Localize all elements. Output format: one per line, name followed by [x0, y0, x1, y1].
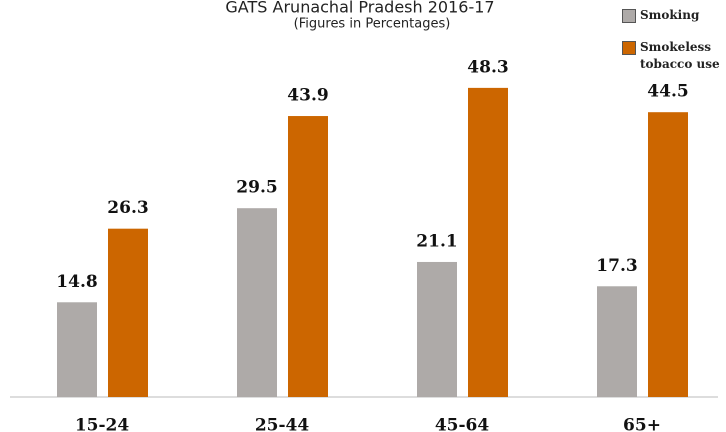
data-label: 21.1 [416, 231, 457, 251]
data-label: 17.3 [596, 256, 637, 276]
data-label: 26.3 [107, 198, 148, 218]
x-tick-label: 45-64 [435, 416, 490, 432]
legend-swatch [622, 9, 636, 23]
x-tick-label: 25-44 [255, 416, 310, 432]
bar [417, 261, 457, 397]
chart-title: GATS Arunachal Pradesh 2016-17 [225, 0, 494, 17]
data-label: 43.9 [287, 86, 328, 106]
bar [468, 87, 508, 397]
legend-swatch [622, 41, 636, 55]
bar [648, 112, 688, 397]
bar [288, 116, 328, 397]
bar [57, 302, 97, 397]
data-label: 48.3 [467, 57, 508, 77]
bar [237, 208, 277, 397]
chart-subtitle: (Figures in Percentages) [294, 17, 451, 32]
data-label: 14.8 [56, 272, 97, 292]
data-label: 29.5 [236, 178, 277, 198]
legend-label: Smoking [640, 8, 700, 22]
legend-label: Smokeless tobacco use [640, 40, 720, 71]
bar [597, 286, 637, 397]
x-tick-label: 65+ [623, 416, 661, 432]
x-tick-label: 15-24 [75, 416, 130, 432]
bar [108, 228, 148, 397]
data-label: 44.5 [647, 82, 688, 102]
